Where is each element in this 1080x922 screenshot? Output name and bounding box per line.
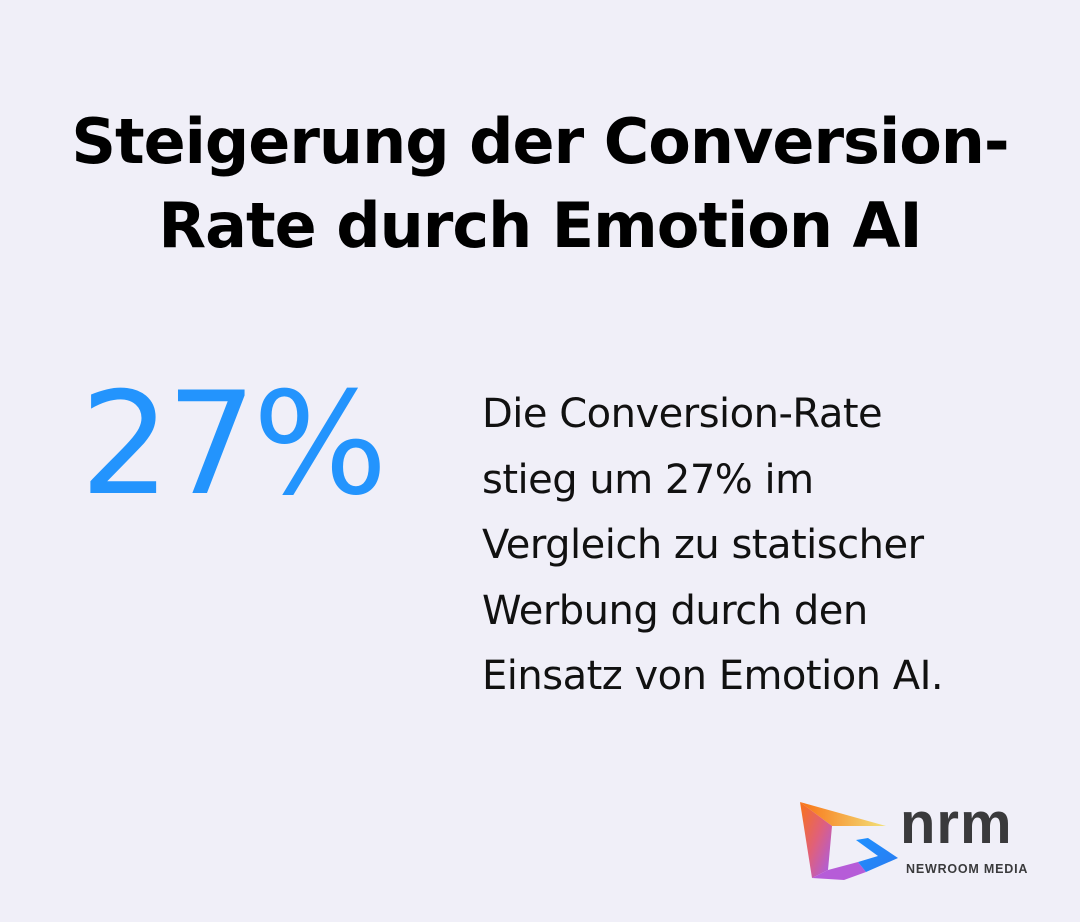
stat-value: 27% (80, 362, 388, 527)
logo-wordmark: nrm (900, 791, 1013, 856)
brand-logo: nrm NEWROOM MEDIA (798, 791, 1048, 885)
description-line: Die Conversion-Rate (482, 391, 883, 437)
nrm-logo-icon (800, 802, 898, 880)
logo-subtitle: NEWROOM MEDIA (906, 862, 1029, 876)
description-line: stieg um 27% im (482, 456, 814, 503)
page-title: Steigerung der Conversion- Rate durch Em… (0, 100, 1080, 268)
description-line: Werbung durch den (482, 587, 868, 634)
stat-description: Die Conversion-Rate stieg um 27% im Verg… (482, 382, 1042, 710)
description-line: Vergleich zu statischer (482, 522, 924, 568)
title-line-2: Rate durch Emotion AI (158, 189, 922, 262)
description-line: Einsatz von Emotion AI. (482, 653, 944, 699)
title-line-1: Steigerung der Conversion- (71, 105, 1009, 178)
